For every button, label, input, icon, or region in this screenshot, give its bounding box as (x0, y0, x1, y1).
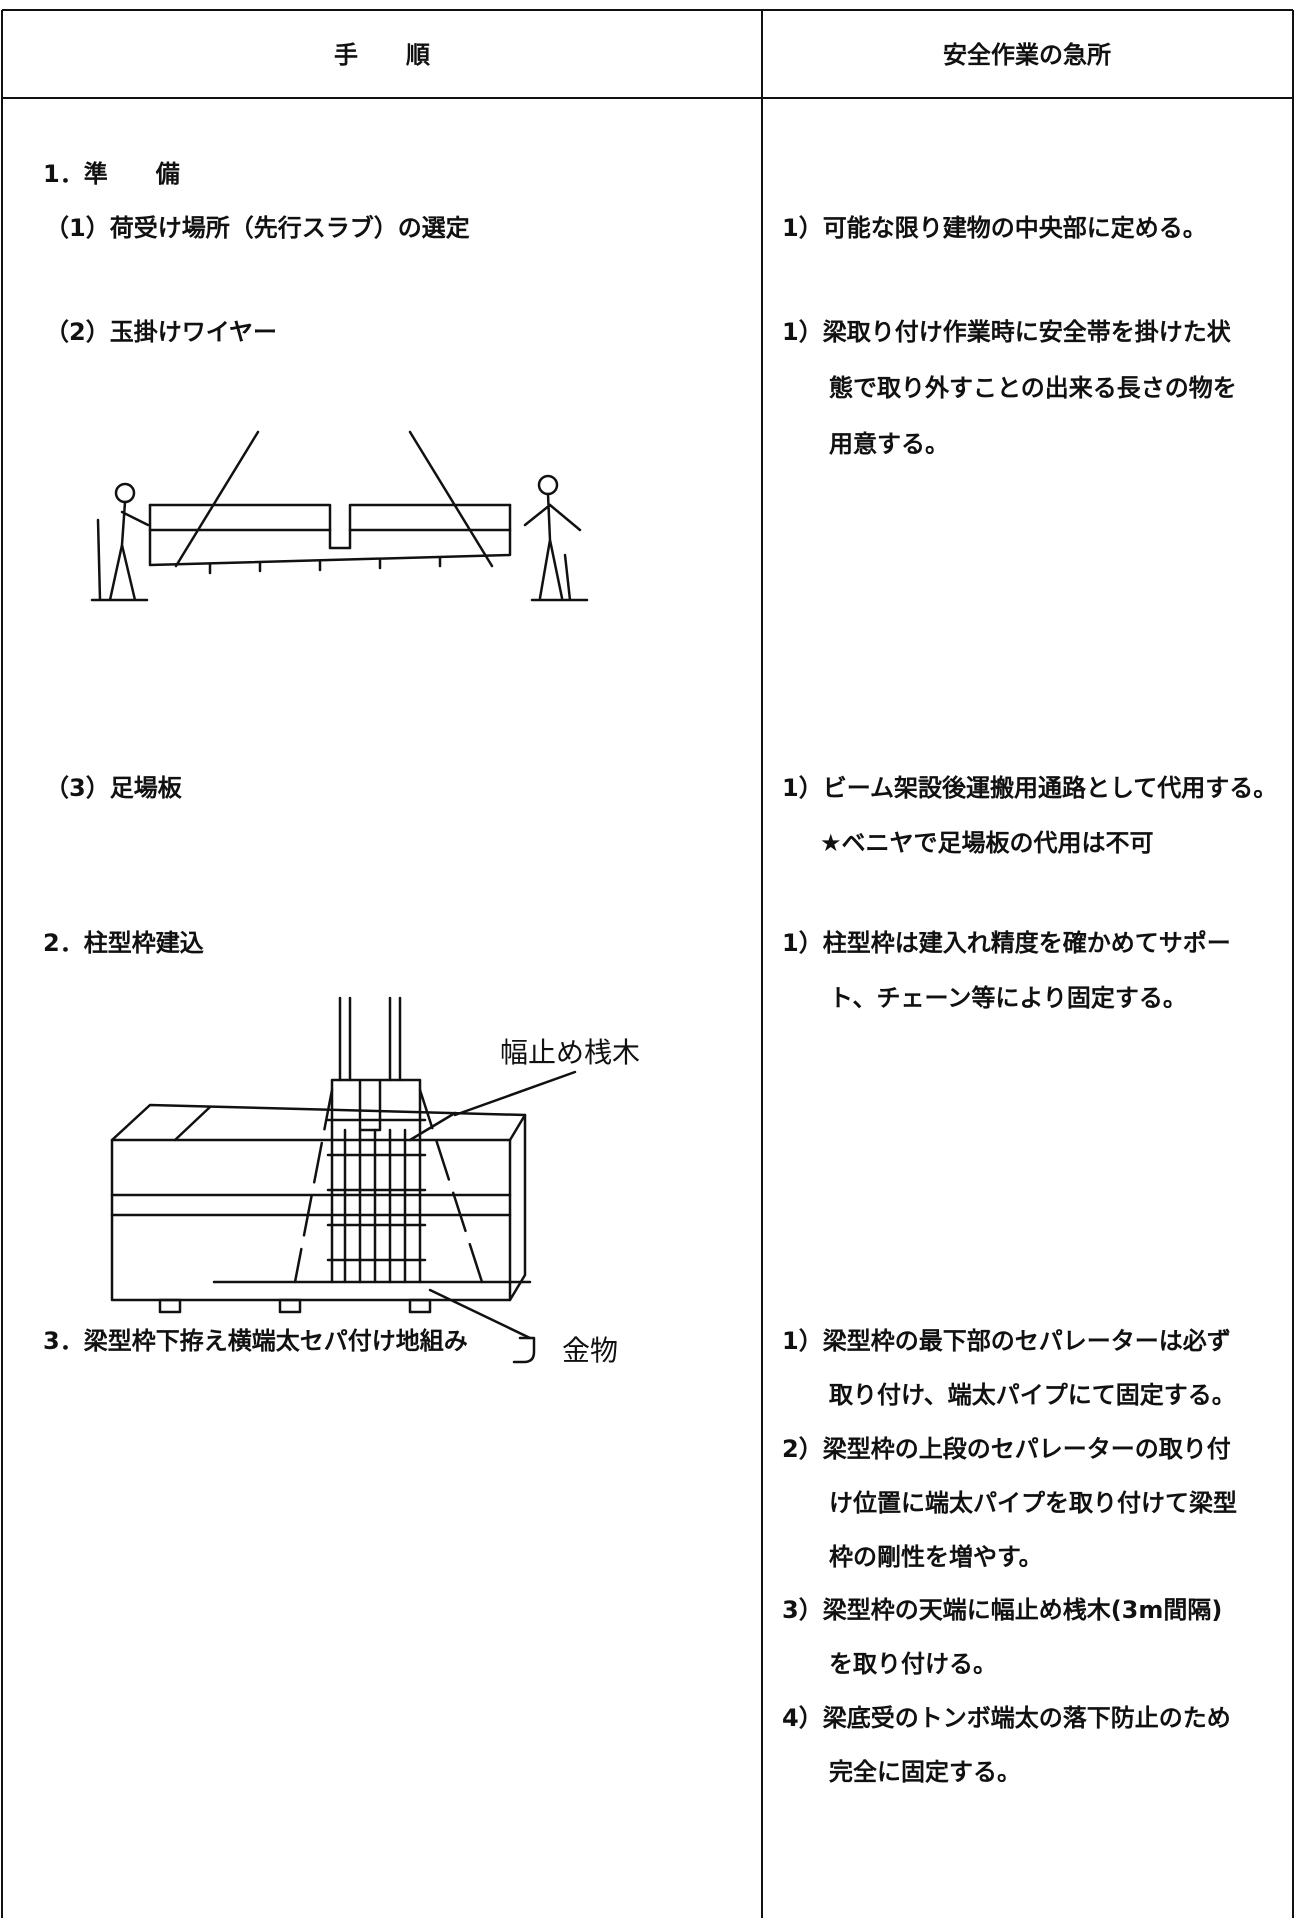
safety-line: ト、チェーン等により固定する。 (829, 984, 1187, 1012)
procedure-step: （1）荷受け場所（先行スラブ）の選定 (45, 214, 470, 242)
procedure-step: 1．準 備 (43, 160, 180, 188)
safety-line: 態で取り外すことの出来る長さの物を (829, 374, 1237, 402)
safety-line: ★ベニヤで足場板の代用は不可 (820, 829, 1154, 857)
figure-label: 金物 (562, 1334, 618, 1367)
procedure-step: （2）玉掛けワイヤー (45, 318, 277, 346)
safety-line: 1）梁型枠の最下部のセパレーターは必ず (782, 1327, 1231, 1355)
procedure-step: 2．柱型枠建込 (43, 929, 204, 957)
beam-figure (110, 1070, 577, 1364)
safety-line: 4）梁底受のトンボ端太の落下防止のため (782, 1704, 1231, 1732)
safety-line: 1）可能な限り建物の中央部に定める。 (782, 214, 1207, 242)
safety-line: 取り付け、端太パイプにて固定する。 (829, 1381, 1236, 1409)
wire-figure (90, 430, 589, 602)
figure-label: 幅止め桟木 (500, 1036, 640, 1069)
safety-line: 完全に固定する。 (828, 1758, 1021, 1786)
safety-line: 用意する。 (829, 430, 949, 458)
procedure-step: 3．梁型枠下拵え横端太セパ付け地組み (43, 1327, 468, 1355)
safety-line: 3）梁型枠の天端に幅止め桟木(3m間隔) (782, 1596, 1222, 1624)
header-cell: 安全作業の急所 (943, 41, 1111, 69)
safety-line: 枠の剛性を増やす。 (829, 1543, 1043, 1571)
safety-line: 2）梁型枠の上段のセパレーターの取り付 (782, 1435, 1231, 1463)
safety-line: 1）梁取り付け作業時に安全帯を掛けた状 (782, 318, 1232, 346)
header-cell: 手 順 (334, 41, 431, 69)
procedure-step: （3）足場板 (45, 774, 183, 802)
safety-line: 1）ビーム架設後運搬用通路として代用する。 (782, 774, 1277, 802)
safety-line: 1）柱型枠は建入れ精度を確かめてサポー (782, 929, 1231, 957)
safety-line: け位置に端太パイプを取り付けて梁型 (829, 1489, 1237, 1517)
safety-line: を取り付ける。 (829, 1650, 997, 1678)
